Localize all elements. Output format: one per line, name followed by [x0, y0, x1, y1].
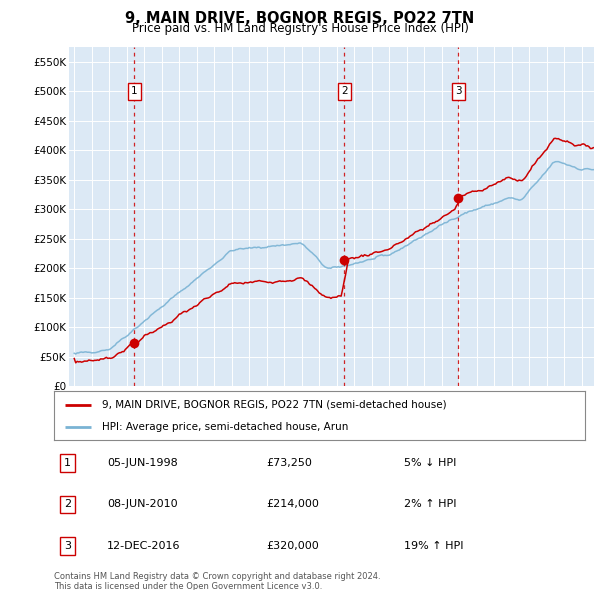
Text: 1: 1 [131, 87, 137, 96]
Text: 3: 3 [64, 541, 71, 550]
Text: £214,000: £214,000 [266, 500, 319, 509]
Text: Price paid vs. HM Land Registry's House Price Index (HPI): Price paid vs. HM Land Registry's House … [131, 22, 469, 35]
Text: 08-JUN-2010: 08-JUN-2010 [107, 500, 178, 509]
Text: 9, MAIN DRIVE, BOGNOR REGIS, PO22 7TN: 9, MAIN DRIVE, BOGNOR REGIS, PO22 7TN [125, 11, 475, 25]
Text: 2: 2 [64, 500, 71, 509]
Text: 12-DEC-2016: 12-DEC-2016 [107, 541, 181, 550]
Text: Contains HM Land Registry data © Crown copyright and database right 2024.: Contains HM Land Registry data © Crown c… [54, 572, 380, 581]
Text: 9, MAIN DRIVE, BOGNOR REGIS, PO22 7TN (semi-detached house): 9, MAIN DRIVE, BOGNOR REGIS, PO22 7TN (s… [102, 399, 446, 409]
Text: 05-JUN-1998: 05-JUN-1998 [107, 458, 178, 468]
Text: HPI: Average price, semi-detached house, Arun: HPI: Average price, semi-detached house,… [102, 422, 348, 432]
Text: £320,000: £320,000 [266, 541, 319, 550]
Text: 19% ↑ HPI: 19% ↑ HPI [404, 541, 464, 550]
Text: This data is licensed under the Open Government Licence v3.0.: This data is licensed under the Open Gov… [54, 582, 322, 590]
Text: 5% ↓ HPI: 5% ↓ HPI [404, 458, 457, 468]
Text: 2% ↑ HPI: 2% ↑ HPI [404, 500, 457, 509]
Text: 3: 3 [455, 87, 461, 96]
Text: £73,250: £73,250 [266, 458, 312, 468]
Text: 2: 2 [341, 87, 347, 96]
Text: 1: 1 [64, 458, 71, 468]
